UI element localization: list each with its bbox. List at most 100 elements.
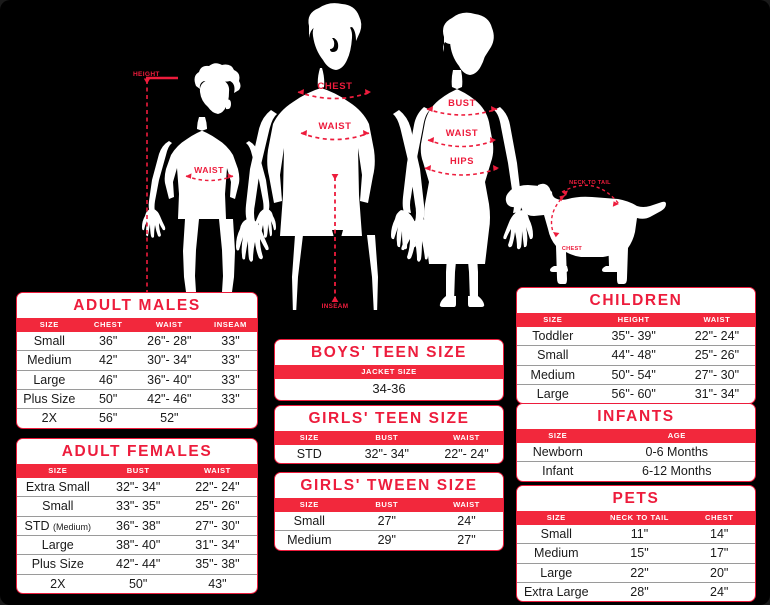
male-inseam-label: INSEAM [322,303,349,310]
cell-chest: 36" [98,333,118,348]
table-row: 34-36 [275,379,503,400]
column-header: JACKET SIZE [275,365,503,379]
size-table-pets: SIZE NECK TO TAIL CHEST Small 11" 14" Medi… [517,511,755,602]
cell-size: Medium [517,543,596,564]
cell-age: 6-12 Months [598,461,755,481]
cell-bust: 29" [343,530,430,550]
cell-waist: 52" [134,408,204,428]
cell-waist: 31"- 34" [678,383,755,404]
table-row: Medium 50"- 54" 27"- 30" [517,364,755,385]
cell-waist: 35"- 38" [177,554,257,575]
cell-size: Small [17,496,99,517]
cell-size: Large [517,383,589,404]
table-row: Small 44"- 48" 25"- 26" [517,345,755,366]
table-row: Toddler 35"- 39" 22"- 24" [517,327,755,346]
cell-chest: 20" [683,562,755,583]
cell-chest: 50" [81,388,135,409]
table-header-row: SIZE AGE [517,429,755,443]
column-header: SIZE [17,464,99,478]
table-row: Medium 15" 17" [517,543,755,564]
column-header: WAIST [177,464,257,478]
column-header: WAIST [429,431,503,445]
cell-size: STD [296,446,322,461]
table-card-infants: INFANTS SIZE AGE Newborn 0-6 Months Infan… [516,403,756,482]
cell-size: 2X [17,573,99,594]
cell-size: Extra Small [25,479,90,494]
column-header: INSEAM [203,318,257,332]
table-card-pets: PETS SIZE NECK TO TAIL CHEST Small 11" 14"… [516,485,756,603]
cell-height: 50"- 54" [588,364,679,385]
cell-size: Medium [17,350,82,371]
cell-waist: 27" [429,530,503,550]
cell-waist: 27"- 30" [177,515,257,536]
cell-size: Large [17,534,99,555]
table-row: Medium 42" 30"- 34" 33" [17,350,257,371]
cell-size: Medium [517,364,589,385]
female-waist-label: WAIST [446,128,478,138]
size-table-infants: SIZE AGE Newborn 0-6 Months Infant 6-12 Mo… [517,429,755,481]
size-table-adult-males: SIZE CHEST WAIST INSEAM Small 36" 26"- 28"… [17,318,257,428]
cell-bust: 42"- 44" [98,554,178,575]
table-row: Large 22" 20" [517,562,755,583]
table-card-adult-males: ADULT MALES SIZE CHEST WAIST INSEAM Smal… [16,292,258,429]
cell-bust: 50" [98,573,178,594]
size-table-adult-females: SIZE BUST WAIST Extra Small 32"- 34" 22"- … [17,464,257,594]
table-card-adult-females: ADULT FEMALES SIZE BUST WAIST Extra Smal… [16,438,258,595]
table-row: STD (Medium) 36"- 38" 27"- 30" [17,515,257,536]
table-row: Infant 6-12 Months [517,461,755,481]
column-header: NECK TO TAIL [595,511,684,525]
cell-bust: 32"- 34" [116,479,161,494]
cell-size: Newborn [532,444,583,459]
adult-male-figure: CHEST WAIST INSEAM [236,3,434,310]
table-title-infants: INFANTS [517,404,755,430]
cell-size: Large [17,369,82,390]
cell-waist: 30"- 34" [134,350,204,371]
cell-waist: 27"- 30" [678,364,755,385]
cell-waist: 36"- 40" [134,369,204,390]
child-height-label: HEIGHT [133,71,160,78]
column-header: WAIST [429,498,503,512]
table-header-row: SIZE BUST WAIST [275,431,503,445]
male-waist-label: WAIST [318,121,351,132]
table-row: Plus Size 50" 42"- 46" 33" [17,388,257,409]
table-title-girls-teen: GIRLS' TEEN SIZE [275,406,503,432]
cell-neck-to-tail: 22" [595,562,684,583]
cell-inseam: 33" [203,388,257,409]
cell-size: Medium [275,530,344,550]
cell-neck-to-tail: 28" [595,581,684,602]
cell-bust: 27" [377,513,396,528]
table-row: Small 33"- 35" 25"- 26" [17,496,257,517]
cell-size: Plus Size [17,388,82,409]
cell-waist: 31"- 34" [177,534,257,555]
cell-size: Extra Large [517,581,596,602]
cell-bust: 38"- 40" [98,534,178,555]
cell-waist: 43" [177,573,257,594]
column-header: BUST [343,498,430,512]
cell-height: 44"- 48" [588,345,679,366]
table-card-boys-teen: BOYS' TEEN SIZE JACKET SIZE 34-36 [274,339,504,401]
table-card-children: CHILDREN SIZE HEIGHT WAIST Toddler 35"- 3… [516,287,756,405]
table-row: Newborn 0-6 Months [517,443,755,462]
column-header: SIZE [517,429,599,443]
size-table-girls-teen: SIZE BUST WAIST STD 32"- 34" 22"- 24" [275,431,503,463]
table-row: Small 36" 26"- 28" 33" [17,332,257,351]
table-row: Large 38"- 40" 31"- 34" [17,534,257,555]
table-card-girls-tween: GIRLS' TWEEN SIZE SIZE BUST WAIST Small 2… [274,472,504,551]
table-title-adult-females: ADULT FEMALES [17,439,257,465]
cell-chest: 24" [683,581,755,602]
pet-dog-figure: NECK TO TAIL CHEST [505,180,666,284]
table-row: Plus Size 42"- 44" 35"- 38" [17,554,257,575]
cell-bust: 32"- 34" [364,446,409,461]
table-title-girls-tween: GIRLS' TWEEN SIZE [275,473,503,499]
cell-bust: 33"- 35" [98,496,178,517]
column-header: CHEST [81,318,135,332]
table-header-row: SIZE BUST WAIST [275,498,503,512]
cell-height: 35"- 39" [611,328,656,343]
table-header-row: JACKET SIZE [275,365,503,379]
cell-size: Plus Size [17,554,99,575]
table-header-row: SIZE NECK TO TAIL CHEST [517,511,755,525]
cell-neck-to-tail: 15" [595,543,684,564]
column-header: SIZE [517,511,596,525]
column-header: CHEST [683,511,755,525]
